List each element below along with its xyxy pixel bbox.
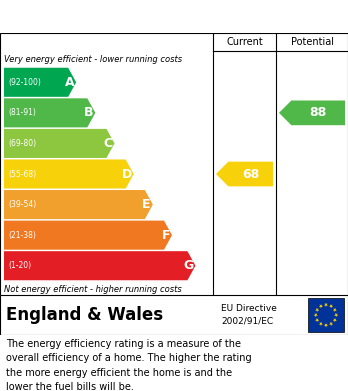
Text: (39-54): (39-54) bbox=[8, 200, 36, 209]
Polygon shape bbox=[4, 221, 172, 250]
Polygon shape bbox=[314, 313, 318, 317]
Polygon shape bbox=[315, 318, 319, 322]
Text: England & Wales: England & Wales bbox=[6, 306, 163, 324]
Text: Current: Current bbox=[226, 37, 263, 47]
Polygon shape bbox=[329, 322, 333, 326]
Bar bbox=[308, 298, 344, 332]
Text: (69-80): (69-80) bbox=[8, 139, 36, 148]
Text: (55-68): (55-68) bbox=[8, 170, 36, 179]
Text: EU Directive
2002/91/EC: EU Directive 2002/91/EC bbox=[221, 304, 277, 326]
Polygon shape bbox=[319, 304, 323, 308]
Text: Very energy efficient - lower running costs: Very energy efficient - lower running co… bbox=[4, 54, 182, 63]
Text: 88: 88 bbox=[310, 106, 327, 119]
Text: B: B bbox=[84, 106, 93, 119]
Text: Potential: Potential bbox=[291, 37, 333, 47]
Polygon shape bbox=[334, 313, 338, 317]
Polygon shape bbox=[216, 161, 273, 187]
Text: Energy Efficiency Rating: Energy Efficiency Rating bbox=[10, 9, 232, 24]
Polygon shape bbox=[333, 318, 337, 322]
Polygon shape bbox=[324, 303, 328, 307]
Text: A: A bbox=[64, 76, 74, 89]
Polygon shape bbox=[319, 322, 323, 326]
Text: C: C bbox=[103, 137, 112, 150]
Text: (92-100): (92-100) bbox=[8, 78, 41, 87]
Polygon shape bbox=[279, 100, 345, 125]
Polygon shape bbox=[329, 304, 333, 308]
Text: (1-20): (1-20) bbox=[8, 261, 31, 270]
Polygon shape bbox=[4, 68, 76, 97]
Polygon shape bbox=[4, 98, 95, 127]
Text: G: G bbox=[183, 259, 193, 272]
Polygon shape bbox=[4, 190, 153, 219]
Text: (21-38): (21-38) bbox=[8, 231, 36, 240]
Text: F: F bbox=[161, 229, 170, 242]
Text: 68: 68 bbox=[242, 167, 259, 181]
Polygon shape bbox=[4, 129, 114, 158]
Text: E: E bbox=[142, 198, 151, 211]
Text: D: D bbox=[121, 167, 132, 181]
Polygon shape bbox=[324, 323, 328, 327]
Text: The energy efficiency rating is a measure of the
overall efficiency of a home. T: The energy efficiency rating is a measur… bbox=[6, 339, 252, 391]
Polygon shape bbox=[4, 251, 196, 280]
Text: Not energy efficient - higher running costs: Not energy efficient - higher running co… bbox=[4, 285, 182, 294]
Polygon shape bbox=[333, 308, 337, 312]
Text: (81-91): (81-91) bbox=[8, 108, 36, 117]
Polygon shape bbox=[4, 160, 134, 188]
Polygon shape bbox=[315, 308, 319, 312]
